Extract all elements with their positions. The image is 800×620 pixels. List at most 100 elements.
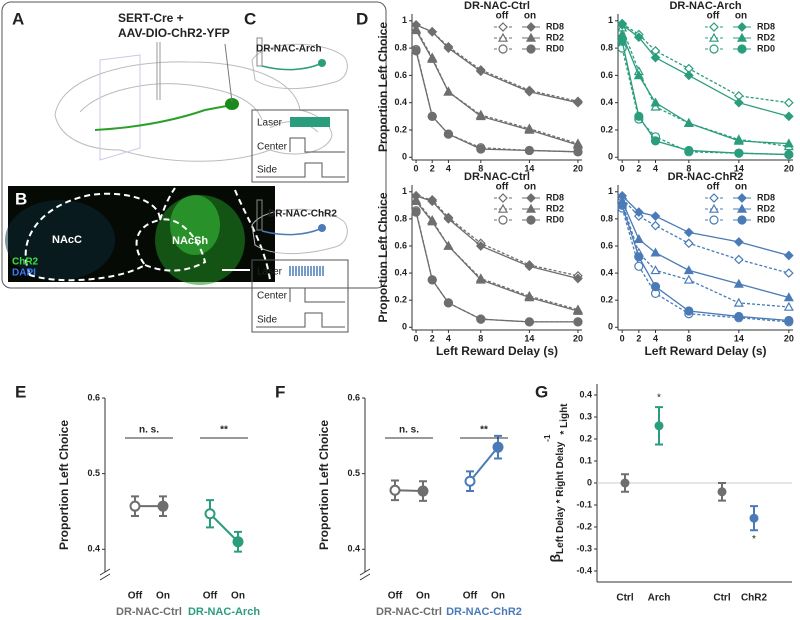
y-tick-label: 0.6	[600, 240, 613, 250]
marker	[411, 207, 421, 217]
y-axis-label: Proportion Left Choice	[376, 192, 390, 322]
y-tick-label: 1	[608, 186, 613, 196]
marker	[650, 97, 661, 107]
significance-label: *	[657, 393, 661, 404]
marker	[683, 70, 694, 81]
y-tick-label: -0.1	[576, 499, 592, 509]
y-tick-label: 0.4	[87, 544, 100, 554]
marker	[633, 233, 644, 244]
y-axis-label-part: Left Delay * Right Delay	[555, 441, 566, 554]
protocol-row: Side	[257, 165, 277, 176]
marker	[634, 261, 644, 271]
x-tick-label: Ctrl	[713, 593, 730, 604]
x-tick-label: On	[156, 591, 170, 602]
axis-break	[359, 568, 371, 581]
marker	[650, 211, 661, 222]
chart-title: DR-NAC-ChR2	[668, 171, 744, 183]
marker	[683, 274, 694, 284]
marker	[684, 145, 694, 156]
y-axis-label-part: * Light	[559, 403, 570, 435]
protocol-row: Center	[257, 142, 288, 153]
point	[492, 441, 504, 453]
y-tick-label: 0	[608, 322, 613, 332]
group-label: DR-NAC-ChR2	[446, 606, 522, 618]
y-tick-label: 0.2	[394, 124, 407, 134]
legend-label: RD0	[546, 214, 564, 224]
error-cap	[655, 406, 663, 446]
protocol-row: Laser	[257, 118, 283, 129]
y-tick-label: 0.6	[394, 70, 407, 80]
x-tick-label: 14	[524, 163, 534, 173]
marker	[783, 250, 794, 261]
legend-marker	[737, 44, 747, 54]
marker	[427, 275, 437, 285]
x-tick-label: 0	[414, 163, 419, 173]
histology-image	[5, 200, 115, 280]
y-tick-label: 0.6	[347, 392, 360, 402]
marker	[650, 282, 661, 292]
series-line	[621, 205, 789, 322]
marker	[427, 216, 438, 226]
marker	[784, 149, 794, 160]
series-line	[621, 195, 790, 257]
virus-label: SERT-Cre +	[118, 11, 184, 25]
marker	[524, 145, 534, 156]
y-tick-label: 0.2	[394, 295, 407, 305]
legend-marker	[498, 22, 508, 32]
marker	[733, 135, 744, 145]
x-tick-label: 2	[430, 163, 435, 173]
x-tick-label: 2	[430, 333, 435, 343]
marker	[650, 52, 661, 63]
marker	[733, 97, 744, 108]
x-tick-label: 0	[620, 333, 625, 343]
marker	[734, 311, 744, 322]
legend-label: RD2	[757, 203, 775, 213]
region-outline	[24, 187, 271, 282]
legend-label: RD0	[757, 43, 775, 53]
x-tick-label: 0	[414, 333, 419, 343]
stain-label: ChR2	[12, 257, 39, 268]
point	[749, 513, 759, 523]
legend-header: off	[707, 11, 720, 22]
x-tick-label: 0	[620, 163, 625, 173]
series-line	[415, 200, 579, 312]
legend-label: RD8	[546, 192, 564, 202]
error-cap	[419, 480, 427, 502]
error-cap	[234, 530, 242, 553]
marker	[650, 247, 661, 257]
point	[129, 500, 141, 512]
marker	[427, 26, 438, 37]
y-tick-label: 0.4	[394, 267, 407, 277]
region-label: NAcSh	[172, 235, 208, 247]
marker	[650, 220, 661, 231]
protocol-arch	[251, 37, 349, 183]
marker	[617, 36, 627, 46]
marker	[475, 241, 486, 251]
y-tick-label: -0.3	[576, 543, 592, 553]
group-label: DR-NAC-Ctrl	[116, 606, 182, 618]
group-label: DR-NAC-Ctrl	[376, 606, 442, 618]
point	[417, 485, 429, 497]
x-tick-label: 4	[653, 163, 658, 173]
point	[464, 475, 476, 487]
legend-marker	[526, 44, 536, 54]
legend-marker	[708, 203, 720, 213]
y-tick-label: 0	[402, 322, 407, 332]
x-tick-label: 4	[653, 333, 658, 343]
axis-break	[99, 568, 111, 581]
y-tick-label: 0.2	[600, 295, 613, 305]
marker	[650, 265, 661, 275]
y-tick-label: -0.2	[576, 521, 592, 531]
marker	[411, 25, 422, 35]
legend-label: RD8	[546, 21, 564, 31]
marker	[475, 274, 486, 284]
x-axis-label: Left Reward Delay (s)	[644, 344, 766, 358]
x-tick-label: Ctrl	[616, 593, 633, 604]
legend-header: off	[496, 182, 509, 193]
chart-title: DR-NAC-Ctrl	[464, 171, 530, 183]
marker	[476, 144, 486, 154]
series-line	[415, 195, 579, 277]
y-tick-label: 0.4	[579, 389, 592, 399]
point	[157, 500, 169, 512]
y-tick-label: 0.5	[347, 468, 360, 478]
